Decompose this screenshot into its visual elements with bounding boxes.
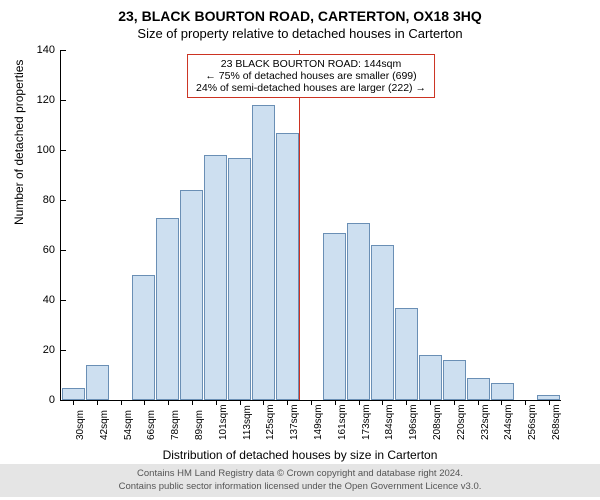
x-tick-label: 137sqm (285, 404, 300, 440)
x-tick-mark (192, 400, 193, 405)
x-tick-label: 42sqm (95, 410, 110, 440)
x-tick-label: 125sqm (261, 404, 276, 440)
footer-attribution: Contains HM Land Registry data © Crown c… (0, 464, 600, 497)
annotation-line: 24% of semi-detached houses are larger (… (196, 82, 426, 94)
x-tick-label: 220sqm (452, 404, 467, 440)
x-tick-label: 113sqm (238, 405, 253, 440)
chart-title: 23, BLACK BOURTON ROAD, CARTERTON, OX18 … (0, 0, 600, 24)
histogram-bar (419, 355, 442, 400)
histogram-bar (323, 233, 346, 401)
y-axis-label: Number of detached properties (12, 60, 26, 225)
histogram-bar (86, 365, 109, 400)
annotation-box: 23 BLACK BOURTON ROAD: 144sqm ← 75% of d… (187, 54, 435, 98)
histogram-bar (276, 133, 299, 401)
x-tick-mark (168, 400, 169, 405)
y-tick-label: 20 (43, 344, 61, 356)
histogram-bar (228, 158, 251, 401)
histogram-bar (132, 275, 155, 400)
y-tick-label: 120 (37, 94, 61, 106)
x-tick-label: 161sqm (333, 404, 348, 440)
histogram-bar (156, 218, 179, 401)
annotation-line: ← 75% of detached houses are smaller (69… (196, 70, 426, 82)
plot-area: 23 BLACK BOURTON ROAD: 144sqm ← 75% of d… (60, 50, 561, 401)
histogram-bar (371, 245, 394, 400)
y-tick-label: 0 (49, 394, 61, 406)
x-tick-label: 66sqm (142, 410, 157, 440)
x-tick-label: 196sqm (404, 404, 419, 440)
y-tick-label: 40 (43, 294, 61, 306)
x-tick-label: 256sqm (523, 404, 538, 440)
x-tick-label: 173sqm (357, 404, 372, 440)
histogram-bar (491, 383, 514, 401)
x-tick-label: 244sqm (499, 404, 514, 440)
annotation-line: 23 BLACK BOURTON ROAD: 144sqm (196, 58, 426, 70)
x-tick-label: 30sqm (71, 410, 86, 440)
histogram-bar (347, 223, 370, 401)
chart-subtitle: Size of property relative to detached ho… (0, 24, 600, 41)
y-tick-label: 100 (37, 144, 61, 156)
histogram-bar (252, 105, 275, 400)
x-tick-mark (121, 400, 122, 405)
x-tick-mark (73, 400, 74, 405)
reference-line (299, 50, 300, 400)
x-tick-mark (97, 400, 98, 405)
histogram-bar (467, 378, 490, 401)
x-tick-label: 184sqm (380, 404, 395, 440)
y-tick-label: 60 (43, 244, 61, 256)
chart-container: 23, BLACK BOURTON ROAD, CARTERTON, OX18 … (0, 0, 600, 500)
x-tick-label: 232sqm (476, 404, 491, 440)
x-tick-label: 268sqm (547, 404, 562, 440)
x-tick-label: 78sqm (166, 410, 181, 440)
histogram-bar (62, 388, 85, 401)
histogram-bar (395, 308, 418, 401)
histogram-bar (204, 155, 227, 400)
x-axis-label: Distribution of detached houses by size … (0, 448, 600, 462)
x-tick-label: 89sqm (190, 410, 205, 440)
x-tick-label: 54sqm (119, 410, 134, 440)
y-tick-label: 80 (43, 194, 61, 206)
x-tick-label: 149sqm (309, 404, 324, 440)
x-tick-mark (144, 400, 145, 405)
bars-group (61, 50, 561, 400)
x-tick-label: 208sqm (428, 404, 443, 440)
footer-line: Contains public sector information licen… (0, 481, 600, 493)
x-tick-label: 101sqm (214, 404, 229, 440)
y-tick-label: 140 (37, 44, 61, 56)
footer-line: Contains HM Land Registry data © Crown c… (0, 468, 600, 480)
histogram-bar (443, 360, 466, 400)
histogram-bar (180, 190, 203, 400)
